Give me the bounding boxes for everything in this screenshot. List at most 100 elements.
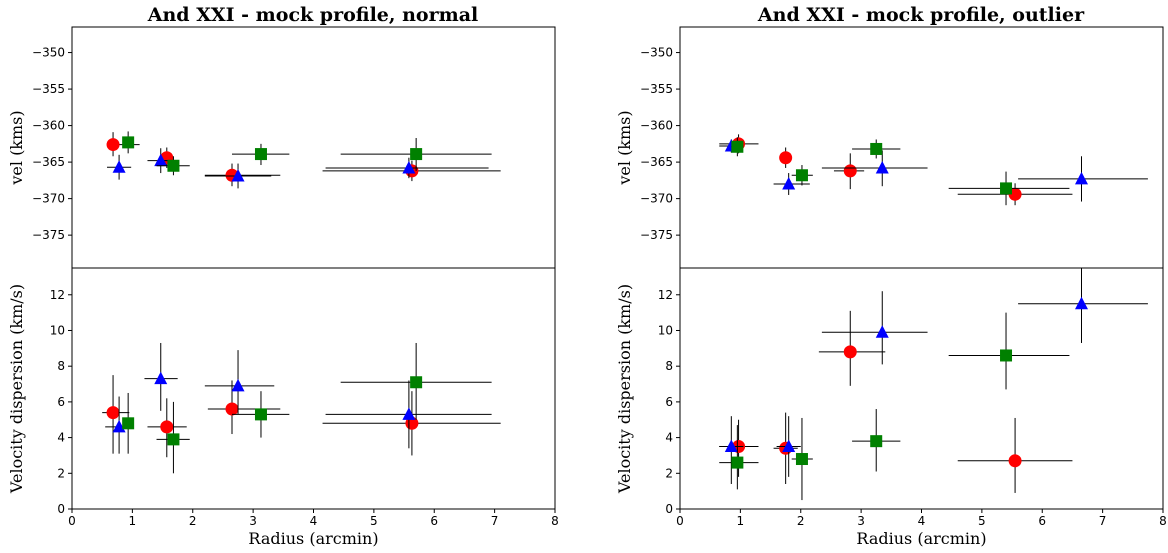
y-tick-label: −360 [32, 119, 65, 133]
data-point-circle [779, 151, 793, 165]
data-point-square [795, 169, 808, 182]
data-point-circle [106, 406, 120, 420]
y-tick-label: 10 [50, 323, 65, 337]
y-tick-label: 8 [57, 359, 65, 373]
y-tick-label: 2 [57, 466, 65, 480]
x-tick-label: 8 [1159, 514, 1167, 528]
data-point-circle [1008, 454, 1022, 468]
data-point-square [122, 136, 135, 149]
plot-frame [71, 267, 556, 510]
y-axis-label: Velocity dispersion (km/s) [7, 284, 26, 494]
x-tick-label: 3 [249, 514, 257, 528]
y-tick-label: −370 [640, 192, 673, 206]
chart-outlier: And XXI - mock profile, outlier−350−355−… [615, 4, 1167, 548]
y-tick-label: 10 [658, 323, 673, 337]
data-point-triangle [231, 168, 245, 182]
data-point-triangle [724, 439, 738, 453]
data-point-triangle [782, 177, 796, 190]
y-tick-label: −365 [640, 155, 673, 169]
x-tick-label: 4 [310, 514, 318, 528]
y-tick-label: −350 [640, 46, 673, 60]
plot-frame [71, 26, 556, 269]
velocity-panel: −350 −355 −360 −365 −370 −375 vel (kms) [7, 26, 556, 269]
data-point-square [870, 435, 883, 448]
data-point-triangle [1074, 296, 1088, 310]
data-point-square [167, 433, 180, 446]
y-tick-label: 12 [658, 288, 673, 302]
data-point-circle [843, 345, 857, 359]
velocity-panel: −350 −355 −360 −365 −370 −375 vel (kms) [615, 26, 1164, 269]
chart-normal: And XXI - mock profile, normal−350−355−3… [7, 4, 559, 548]
data-point-triangle [402, 407, 416, 420]
data-point-triangle [154, 371, 168, 385]
data-point-triangle [154, 153, 168, 167]
x-tick-label: 4 [918, 514, 926, 528]
y-tick-label: 4 [665, 431, 673, 445]
y-tick-label: −350 [32, 46, 65, 60]
data-point-square [870, 142, 883, 155]
y-tick-label: 0 [57, 502, 65, 516]
x-tick-label: 8 [551, 514, 559, 528]
data-point-triangle [112, 160, 126, 173]
x-tick-label: 2 [797, 514, 805, 528]
x-tick-label: 6 [430, 514, 438, 528]
data-point-square [1000, 349, 1013, 362]
y-axis-label: vel (kms) [615, 110, 634, 185]
x-tick-label: 7 [1099, 514, 1107, 528]
x-tick-label: 2 [189, 514, 197, 528]
data-point-square [795, 453, 808, 466]
y-tick-label: 6 [665, 395, 673, 409]
y-tick-label: −375 [32, 228, 65, 242]
x-tick-label: 3 [857, 514, 865, 528]
x-tick-label: 1 [129, 514, 137, 528]
data-point-square [254, 148, 267, 161]
data-point-square [167, 159, 180, 172]
data-point-circle [160, 420, 174, 434]
data-point-triangle [1074, 171, 1088, 185]
y-tick-label: −355 [32, 82, 65, 96]
chart-title: And XXI - mock profile, normal [147, 4, 479, 26]
y-tick-label: 0 [665, 502, 673, 516]
y-tick-label: −375 [640, 228, 673, 242]
data-point-triangle [402, 160, 416, 174]
data-point-circle [843, 164, 857, 178]
data-point-circle [225, 402, 239, 416]
data-point-circle [106, 138, 120, 152]
data-point-triangle [875, 325, 889, 338]
data-point-square [254, 408, 267, 421]
y-tick-label: −355 [640, 82, 673, 96]
data-point-triangle [782, 439, 796, 453]
x-tick-label: 6 [1038, 514, 1046, 528]
y-tick-label: −360 [640, 119, 673, 133]
x-axis-label: Radius (arcmin) [248, 529, 378, 548]
x-tick-label: 7 [491, 514, 499, 528]
data-point-square [410, 376, 423, 389]
data-point-triangle [231, 378, 245, 392]
y-axis-label: Velocity dispersion (km/s) [615, 284, 634, 494]
y-tick-label: −370 [32, 192, 65, 206]
y-tick-label: 6 [57, 395, 65, 409]
x-tick-label: 0 [676, 514, 684, 528]
plot-frame [679, 26, 1164, 269]
data-point-square [410, 148, 423, 161]
y-tick-label: 8 [665, 359, 673, 373]
x-tick-label: 1 [737, 514, 745, 528]
y-tick-label: 2 [665, 466, 673, 480]
data-point-square [122, 417, 135, 430]
y-tick-label: 4 [57, 431, 65, 445]
x-tick-label: 5 [978, 514, 986, 528]
x-tick-label: 5 [370, 514, 378, 528]
data-point-square [731, 140, 744, 153]
y-axis-label: vel (kms) [7, 110, 26, 185]
data-point-square [731, 456, 744, 469]
x-tick-label: 0 [68, 514, 76, 528]
data-point-square [1000, 182, 1013, 195]
chart-title: And XXI - mock profile, outlier [757, 4, 1085, 26]
y-tick-label: 12 [50, 288, 65, 302]
data-point-triangle [875, 160, 889, 174]
x-axis-label: Radius (arcmin) [856, 529, 986, 548]
y-tick-label: −365 [32, 155, 65, 169]
